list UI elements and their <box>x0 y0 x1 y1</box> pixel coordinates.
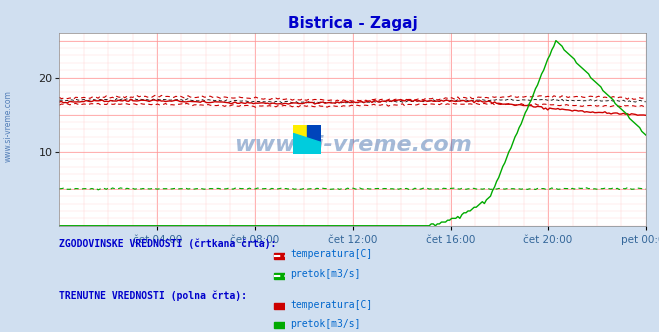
Text: pretok[m3/s]: pretok[m3/s] <box>290 269 360 279</box>
Text: www.si-vreme.com: www.si-vreme.com <box>4 90 13 162</box>
Bar <box>274 273 285 279</box>
Text: www.si-vreme.com: www.si-vreme.com <box>234 135 471 155</box>
Polygon shape <box>293 133 321 154</box>
Text: ZGODOVINSKE VREDNOSTI (črtkana črta):: ZGODOVINSKE VREDNOSTI (črtkana črta): <box>59 239 277 249</box>
Bar <box>307 124 321 154</box>
Title: Bistrica - Zagaj: Bistrica - Zagaj <box>288 16 417 31</box>
Bar <box>274 253 285 259</box>
Text: pretok[m3/s]: pretok[m3/s] <box>290 319 360 329</box>
Bar <box>274 322 285 328</box>
Text: temperatura[C]: temperatura[C] <box>290 249 372 259</box>
Text: TRENUTNE VREDNOSTI (polna črta):: TRENUTNE VREDNOSTI (polna črta): <box>59 290 247 301</box>
Text: temperatura[C]: temperatura[C] <box>290 300 372 310</box>
Bar <box>293 124 307 154</box>
Bar <box>274 303 285 309</box>
